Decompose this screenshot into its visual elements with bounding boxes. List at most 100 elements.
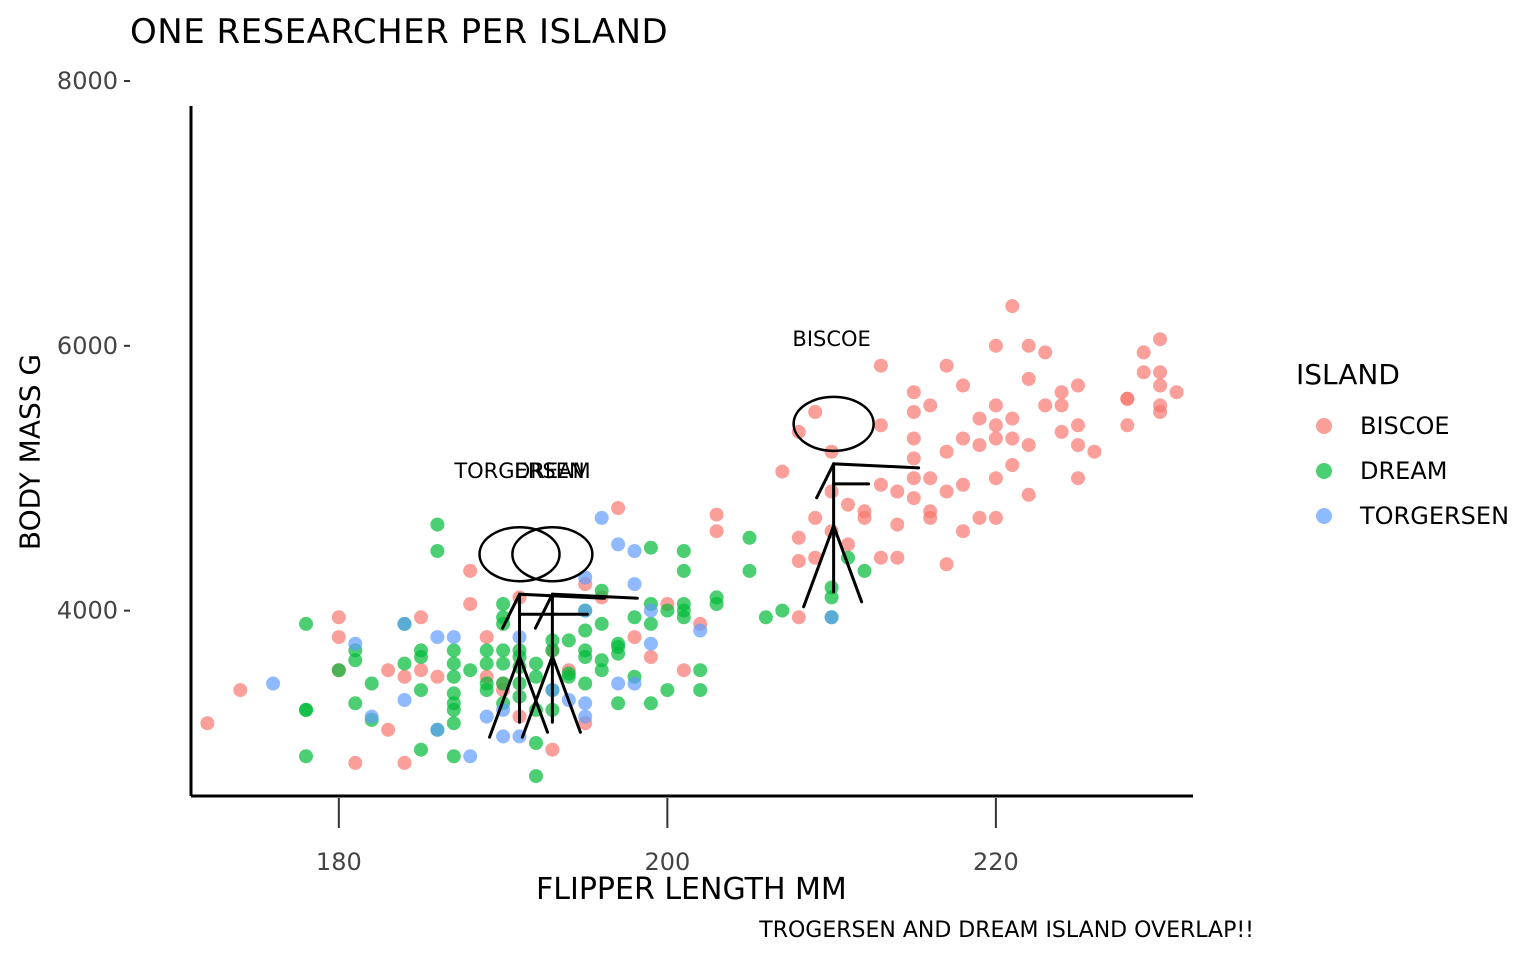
point-dream bbox=[446, 696, 461, 711]
point-dream bbox=[824, 590, 839, 605]
point-biscoe bbox=[988, 418, 1003, 433]
point-biscoe bbox=[906, 385, 921, 400]
point-biscoe bbox=[923, 398, 938, 413]
points-layer bbox=[200, 299, 1184, 784]
y-axis-label: Body mass g bbox=[13, 353, 47, 551]
figure-leg bbox=[802, 524, 836, 609]
point-biscoe bbox=[988, 471, 1003, 486]
point-biscoe bbox=[709, 507, 724, 522]
point-biscoe bbox=[1153, 405, 1168, 419]
annotation-label-dream: DREAM bbox=[514, 459, 591, 483]
point-dream bbox=[414, 683, 428, 698]
point-biscoe bbox=[463, 597, 478, 611]
point-biscoe bbox=[331, 610, 346, 625]
legend-label: Biscoe bbox=[1360, 411, 1450, 440]
point-torgersen bbox=[594, 510, 609, 525]
point-dream bbox=[348, 653, 363, 668]
point-dream bbox=[529, 736, 543, 750]
point-torgersen bbox=[463, 749, 478, 764]
point-dream bbox=[742, 530, 757, 545]
point-torgersen bbox=[643, 636, 658, 651]
point-dream bbox=[496, 597, 511, 611]
point-dream bbox=[446, 716, 461, 731]
point-dream bbox=[479, 643, 494, 658]
point-biscoe bbox=[430, 669, 445, 684]
point-torgersen bbox=[364, 709, 379, 724]
x-axis-label: Flipper length mm bbox=[536, 872, 847, 907]
point-dream bbox=[446, 749, 461, 764]
point-biscoe bbox=[611, 501, 626, 515]
point-dream bbox=[775, 603, 790, 618]
stick-figure bbox=[511, 525, 639, 739]
point-biscoe bbox=[414, 663, 428, 678]
point-torgersen bbox=[824, 610, 839, 625]
point-dream bbox=[561, 633, 576, 648]
y-tick-label: 8000 bbox=[57, 67, 118, 95]
point-biscoe bbox=[775, 464, 790, 479]
point-torgersen bbox=[446, 630, 461, 645]
point-biscoe bbox=[906, 471, 921, 486]
point-biscoe bbox=[939, 484, 954, 499]
figure-arm bbox=[815, 462, 921, 500]
point-dream bbox=[857, 563, 872, 578]
point-dream bbox=[676, 597, 691, 611]
point-torgersen bbox=[496, 729, 511, 744]
point-biscoe bbox=[1054, 398, 1069, 413]
point-biscoe bbox=[1120, 418, 1135, 433]
point-biscoe bbox=[1087, 444, 1102, 459]
legend-item-dream: Dream bbox=[1296, 448, 1509, 493]
point-biscoe bbox=[808, 550, 823, 565]
point-biscoe bbox=[988, 510, 1003, 525]
point-biscoe bbox=[873, 477, 888, 492]
point-biscoe bbox=[906, 405, 921, 419]
point-biscoe bbox=[988, 398, 1003, 413]
chart-title: One researcher per island bbox=[130, 12, 669, 52]
x-tick-label: 220 bbox=[973, 848, 1019, 876]
stick-figure bbox=[792, 395, 921, 609]
point-biscoe bbox=[972, 411, 987, 426]
point-torgersen bbox=[611, 537, 626, 552]
point-biscoe bbox=[1153, 332, 1168, 347]
point-dream bbox=[594, 616, 609, 631]
point-biscoe bbox=[890, 550, 905, 565]
point-dream bbox=[529, 769, 543, 784]
figure-arm bbox=[533, 592, 639, 630]
point-biscoe bbox=[923, 471, 938, 486]
point-biscoe bbox=[1038, 398, 1053, 413]
point-biscoe bbox=[791, 610, 806, 625]
point-torgersen bbox=[627, 676, 642, 691]
point-biscoe bbox=[1021, 438, 1036, 453]
y-tick-label: 6000 bbox=[57, 332, 118, 360]
annotation-label-biscoe: BISCOE bbox=[792, 327, 870, 351]
point-biscoe bbox=[1169, 385, 1184, 400]
point-biscoe bbox=[381, 722, 396, 737]
legend-label: Dream bbox=[1360, 456, 1448, 485]
point-biscoe bbox=[791, 530, 806, 545]
chart-caption: Trogersen and Dream island overlap!! bbox=[759, 918, 1254, 943]
annotation-label-torgersen: TORGERSEN bbox=[453, 459, 584, 483]
point-biscoe bbox=[233, 683, 248, 698]
point-dream bbox=[446, 669, 461, 684]
point-dream bbox=[611, 640, 626, 654]
point-biscoe bbox=[1038, 345, 1053, 360]
figure-leg bbox=[550, 654, 582, 734]
point-biscoe bbox=[956, 524, 970, 539]
point-biscoe bbox=[791, 554, 806, 568]
point-dream bbox=[824, 580, 839, 595]
point-biscoe bbox=[890, 517, 905, 532]
stick-figures bbox=[478, 395, 921, 739]
point-dream bbox=[299, 749, 313, 764]
point-biscoe bbox=[939, 444, 954, 459]
point-biscoe bbox=[1153, 378, 1168, 393]
legend-item-torgersen: Torgersen bbox=[1296, 493, 1509, 538]
x-tick-label: 200 bbox=[644, 848, 690, 876]
point-dream bbox=[643, 540, 658, 555]
stick-figure bbox=[478, 525, 607, 739]
point-dream bbox=[709, 590, 724, 605]
legend-title: island bbox=[1296, 358, 1400, 391]
point-biscoe bbox=[873, 550, 888, 565]
point-dream bbox=[676, 563, 691, 578]
point-dream bbox=[561, 669, 576, 684]
point-biscoe bbox=[1021, 487, 1036, 502]
point-biscoe bbox=[841, 497, 855, 512]
